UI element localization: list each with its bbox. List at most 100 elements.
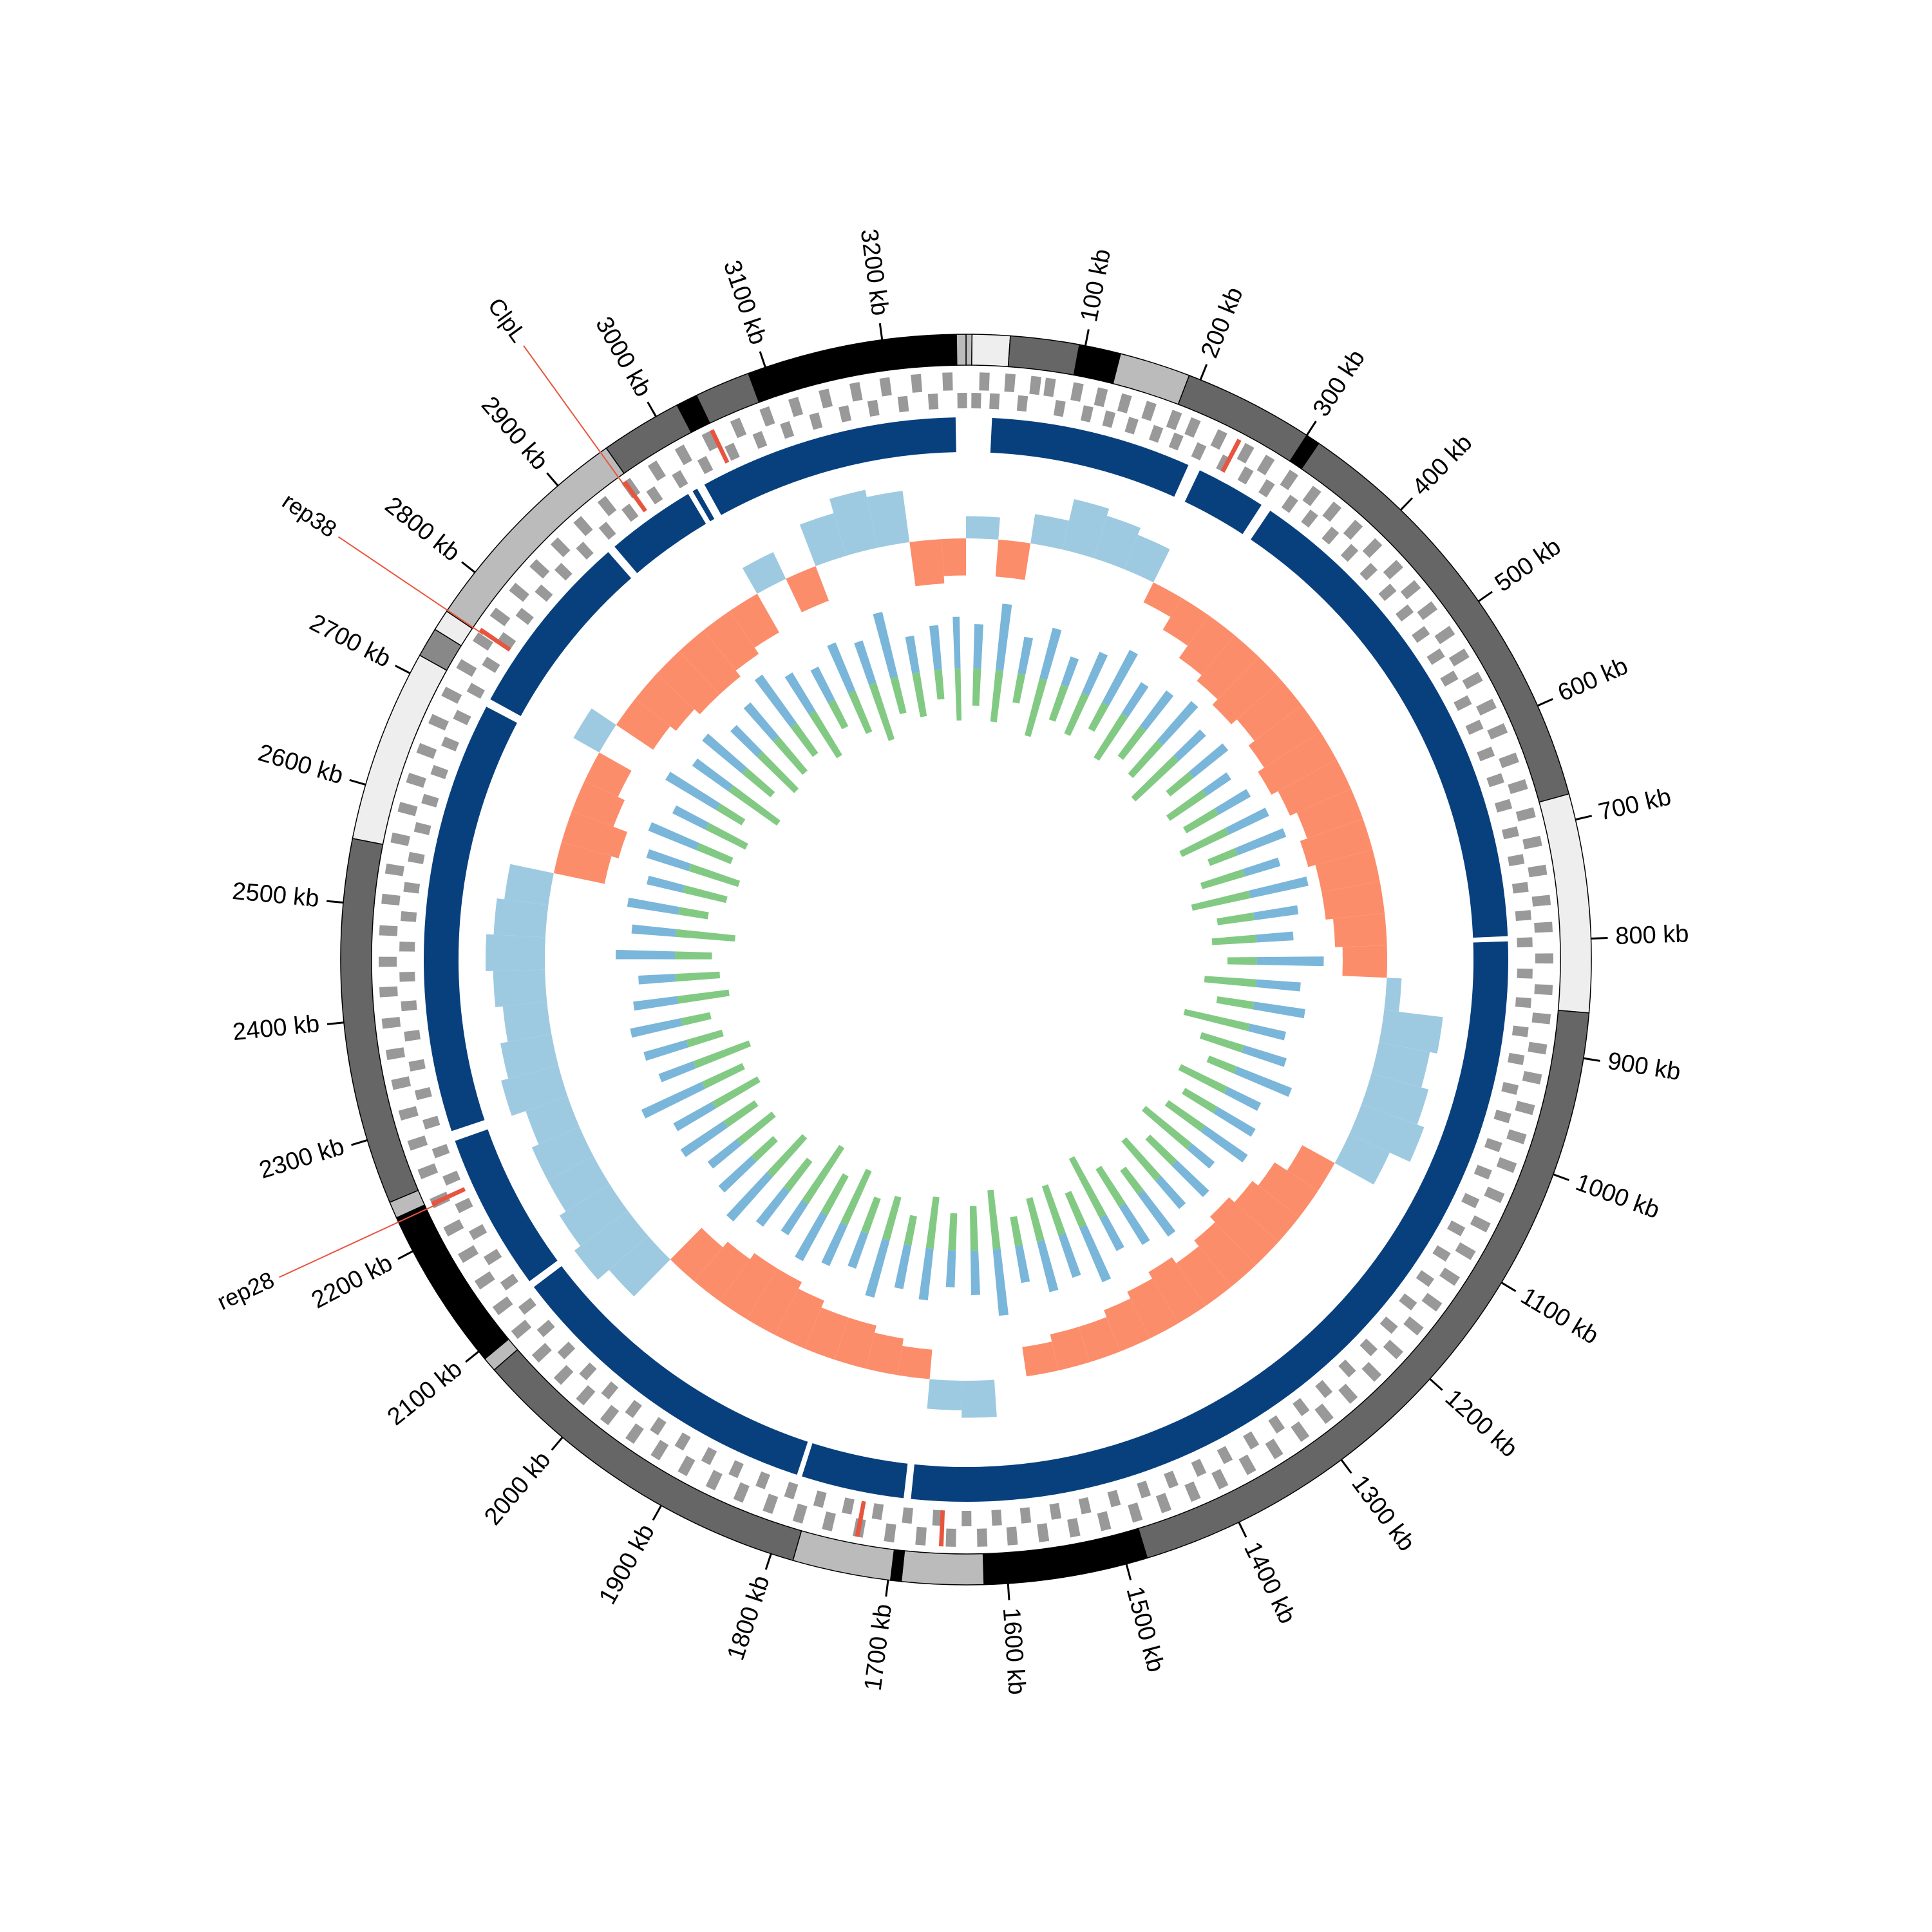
tick-label: 1300 kb — [1346, 1470, 1420, 1556]
skew-bar — [500, 1034, 559, 1079]
gc-spike — [1068, 1156, 1107, 1218]
tick-mark — [764, 1553, 772, 1570]
gc-spike — [683, 885, 728, 904]
gene-forward — [1166, 410, 1182, 430]
gene-reverse — [1191, 1459, 1207, 1477]
skew-bar — [1179, 615, 1235, 676]
skew-bar — [961, 1379, 997, 1418]
skew-bar — [1104, 1298, 1150, 1352]
skew-bar — [775, 1289, 824, 1349]
gene-reverse — [927, 393, 939, 410]
tick-label: 2000 kb — [479, 1446, 556, 1530]
gene-reverse — [500, 1273, 519, 1291]
gc-spike — [1217, 912, 1255, 925]
skew-bar — [1124, 535, 1170, 583]
gene-reverse — [1168, 432, 1184, 451]
skew-bar — [829, 489, 878, 556]
skew-bar — [531, 1126, 594, 1180]
skew-bar — [1148, 1257, 1206, 1323]
gene-reverse — [401, 911, 417, 922]
gene-reverse — [1237, 466, 1254, 485]
gene-forward — [677, 1455, 696, 1477]
skew-bar — [670, 1227, 723, 1282]
gc-spike — [1242, 1045, 1287, 1067]
gc-spike — [658, 1061, 696, 1083]
gene-reverse — [598, 522, 616, 540]
skew-bar — [1315, 849, 1380, 893]
gc-spike — [638, 974, 676, 985]
gene-reverse — [871, 1503, 884, 1520]
gc-spike — [865, 1238, 890, 1298]
gc-spike — [790, 723, 819, 757]
gc-spike — [680, 1121, 728, 1157]
skew-bar — [571, 781, 625, 827]
gc-spike — [1166, 772, 1194, 797]
gene-reverse — [453, 710, 471, 726]
skew-bar — [1248, 705, 1321, 768]
tick-mark — [1399, 497, 1414, 511]
gene-forward — [1535, 953, 1554, 964]
gc-spike — [1137, 1189, 1176, 1237]
skew-bar — [786, 566, 829, 612]
tick-mark — [1477, 591, 1493, 602]
gene-forward — [705, 1470, 723, 1491]
gene-reverse — [421, 793, 439, 808]
skew-bar — [866, 1332, 904, 1376]
annotation-line — [337, 536, 484, 635]
skew-bar — [1371, 1041, 1430, 1088]
skew-bar — [719, 1253, 778, 1320]
gene-reverse — [483, 1249, 502, 1265]
tick-mark — [1084, 329, 1090, 346]
gene-reverse — [1137, 1481, 1151, 1499]
gene-reverse — [621, 504, 639, 522]
gene-reverse — [1102, 410, 1116, 428]
gene-reverse — [961, 1510, 972, 1526]
gene-forward — [458, 1245, 479, 1264]
gc-spike — [801, 1144, 845, 1204]
tick-label: 2600 kb — [255, 739, 346, 790]
gc-spike — [781, 1200, 809, 1236]
gc-spike — [1256, 931, 1294, 943]
contig — [533, 1265, 808, 1475]
skew-bar — [574, 1210, 649, 1280]
gene-reverse — [1293, 1397, 1310, 1416]
skew-bar — [679, 630, 741, 695]
tick-mark — [1553, 1173, 1569, 1181]
gene-forward — [1302, 486, 1321, 506]
gene-forward — [378, 956, 397, 967]
gc-spike — [904, 1215, 917, 1246]
gc-spike — [882, 1195, 902, 1241]
gene-reverse — [1053, 400, 1066, 417]
tick-mark — [878, 323, 884, 340]
gc-spike — [1215, 789, 1251, 815]
contig — [423, 706, 517, 1132]
gene-forward — [1531, 895, 1551, 907]
gc-spike — [912, 672, 927, 717]
tick-mark — [652, 1505, 662, 1521]
gene-reverse — [1517, 937, 1533, 948]
tick-mark — [1305, 421, 1317, 436]
gene-reverse — [897, 395, 909, 413]
gc-spike — [854, 640, 876, 685]
gene-forward — [1256, 454, 1275, 475]
gc-spike — [1206, 1055, 1237, 1074]
gene-reverse — [991, 1510, 1002, 1526]
gc-spike — [1157, 701, 1198, 746]
gene-forward — [1496, 1157, 1517, 1173]
gene-forward — [1484, 1186, 1505, 1204]
gene-reverse — [455, 1197, 473, 1213]
skew-bar — [966, 516, 1000, 540]
gc-spike — [686, 1029, 724, 1048]
ideogram-band — [605, 404, 692, 475]
gene-reverse — [1301, 509, 1318, 528]
tick-label: 2800 kb — [380, 491, 465, 567]
gene-reverse — [1268, 1415, 1285, 1434]
gc-spike — [705, 822, 748, 850]
gene-forward — [1531, 1012, 1551, 1025]
skew-bar — [1234, 1180, 1300, 1242]
tick-label: 1100 kb — [1516, 1283, 1603, 1350]
gene-reverse — [1396, 604, 1414, 622]
tick-label: 1500 kb — [1121, 1584, 1169, 1674]
gene-reverse — [1508, 854, 1525, 867]
skew-bar — [1209, 1197, 1279, 1265]
